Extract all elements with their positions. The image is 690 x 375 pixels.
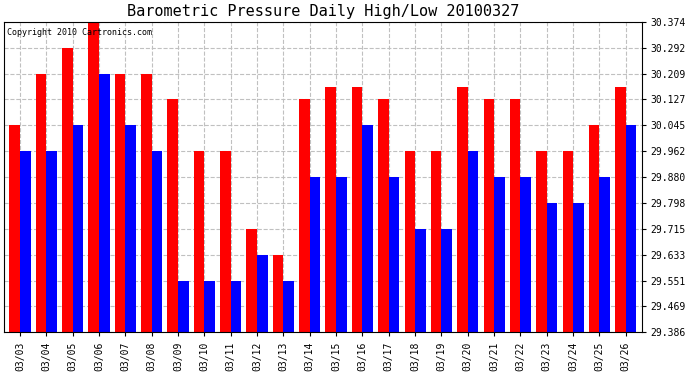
Bar	[36, 74, 46, 332]
Bar	[115, 74, 126, 332]
Bar	[520, 177, 531, 332]
Bar	[46, 151, 57, 332]
Bar	[299, 99, 310, 332]
Bar	[310, 177, 320, 332]
Bar	[62, 48, 72, 332]
Bar	[457, 87, 468, 332]
Bar	[562, 151, 573, 332]
Bar	[194, 151, 204, 332]
Bar	[230, 280, 241, 332]
Bar	[99, 74, 110, 332]
Bar	[326, 87, 336, 332]
Bar	[404, 151, 415, 332]
Bar	[378, 99, 388, 332]
Bar	[126, 125, 136, 332]
Bar	[484, 99, 494, 332]
Bar	[442, 229, 452, 332]
Bar	[178, 280, 188, 332]
Bar	[589, 125, 600, 332]
Bar	[600, 177, 610, 332]
Bar	[20, 151, 30, 332]
Bar	[273, 255, 284, 332]
Bar	[468, 151, 478, 332]
Bar	[246, 229, 257, 332]
Bar	[257, 255, 268, 332]
Bar	[141, 74, 152, 332]
Bar	[362, 125, 373, 332]
Bar	[10, 125, 20, 332]
Bar	[284, 280, 294, 332]
Bar	[72, 125, 83, 332]
Bar	[336, 177, 346, 332]
Title: Barometric Pressure Daily High/Low 20100327: Barometric Pressure Daily High/Low 20100…	[127, 4, 519, 19]
Bar	[615, 87, 626, 332]
Text: Copyright 2010 Cartronics.com: Copyright 2010 Cartronics.com	[8, 28, 152, 37]
Bar	[510, 99, 520, 332]
Bar	[546, 203, 558, 332]
Bar	[388, 177, 400, 332]
Bar	[431, 151, 442, 332]
Bar	[536, 151, 546, 332]
Bar	[168, 99, 178, 332]
Bar	[626, 125, 636, 332]
Bar	[152, 151, 162, 332]
Bar	[573, 203, 584, 332]
Bar	[352, 87, 362, 332]
Bar	[415, 229, 426, 332]
Bar	[88, 22, 99, 332]
Bar	[220, 151, 230, 332]
Bar	[494, 177, 504, 332]
Bar	[204, 280, 215, 332]
